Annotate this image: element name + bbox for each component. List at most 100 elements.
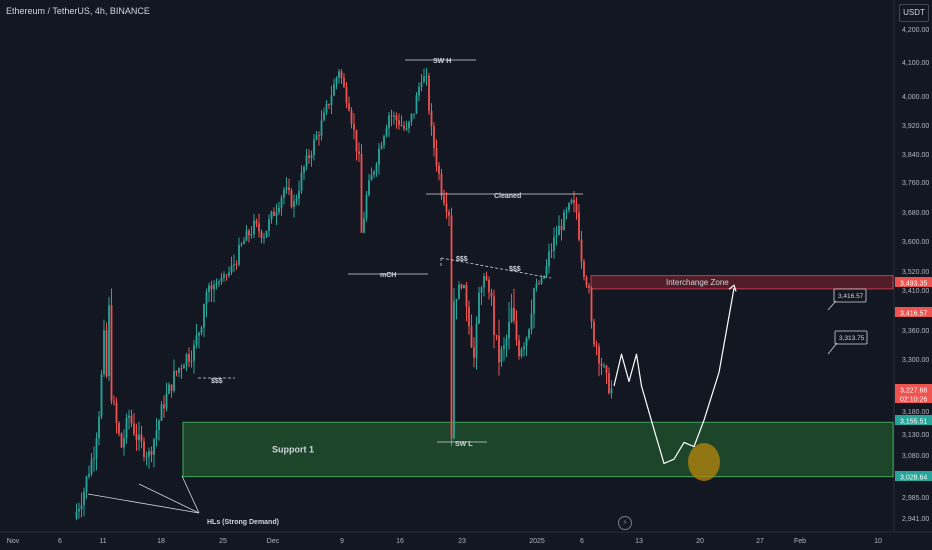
lightning-icon[interactable]: ⚡ [618, 516, 632, 530]
price-label: 3,028.64 [900, 475, 927, 482]
x-tick-label: Nov [7, 538, 20, 545]
candle [308, 155, 310, 159]
candle [283, 189, 285, 198]
candle [305, 155, 308, 167]
callout-text: 3,313.75 [839, 335, 865, 342]
x-tick-label: 16 [396, 538, 404, 545]
candle [353, 123, 355, 130]
candle [88, 474, 90, 477]
candle [580, 239, 583, 262]
candle [508, 321, 510, 339]
candle [400, 124, 403, 126]
candle [438, 165, 440, 174]
candle [145, 456, 148, 458]
candle [328, 103, 330, 106]
candle [390, 115, 393, 117]
y-tick-label: 3,520.00 [902, 269, 929, 276]
candle [170, 384, 173, 391]
mch-label: mCH [380, 272, 396, 279]
target-circle [688, 443, 720, 481]
candle [498, 335, 500, 363]
candle [243, 240, 245, 244]
candle [318, 135, 320, 137]
candle [588, 285, 590, 289]
candle [348, 103, 350, 111]
candle [238, 244, 240, 265]
x-tick-label: 13 [635, 538, 643, 545]
candle [75, 511, 78, 519]
candle [408, 121, 410, 129]
candle [228, 272, 230, 276]
candle [95, 438, 98, 459]
candle [200, 327, 203, 333]
candle [173, 371, 175, 391]
candle [568, 203, 570, 211]
x-tick-label: Dec [267, 538, 280, 545]
candle [315, 135, 318, 140]
candle [98, 416, 100, 439]
candle [263, 237, 265, 239]
candle [590, 288, 593, 322]
candle [255, 220, 258, 224]
candles-group [75, 67, 613, 521]
candle [398, 120, 400, 125]
hls-label: HLs (Strong Demand) [207, 519, 279, 526]
y-tick-label: 2,941.00 [902, 516, 929, 523]
hl-line-3 [181, 475, 200, 514]
candle [85, 476, 88, 492]
candle [448, 211, 450, 216]
candle [295, 198, 298, 202]
candle [103, 330, 105, 374]
candle [425, 76, 428, 78]
candle [100, 373, 103, 417]
y-tick-label: 3,300.00 [902, 357, 929, 364]
swh-label: SW H [433, 58, 451, 65]
candle [135, 434, 138, 440]
candle [600, 363, 603, 367]
candle [290, 190, 293, 207]
candle [535, 283, 538, 289]
candle [583, 261, 585, 278]
candle [538, 283, 540, 285]
x-tick-label: 2025 [529, 538, 545, 545]
candle [208, 285, 210, 292]
candle [345, 87, 348, 104]
x-tick-label: 18 [157, 538, 165, 545]
callout-box [833, 288, 867, 303]
candle [435, 147, 438, 166]
candle [518, 340, 520, 357]
candle [360, 154, 363, 233]
candle [325, 103, 328, 113]
y-tick-label: 4,200.00 [902, 27, 929, 34]
candle [185, 354, 188, 366]
candle [118, 422, 120, 434]
candle [503, 345, 505, 350]
candle [368, 180, 370, 196]
candle [388, 115, 390, 129]
callout-pointer [827, 300, 837, 311]
candle [385, 128, 388, 137]
candle [350, 110, 353, 124]
candle [465, 284, 468, 307]
candle [593, 321, 595, 345]
candle [523, 346, 525, 350]
candle [468, 306, 470, 327]
candle [165, 393, 168, 409]
candle [163, 404, 165, 409]
candle [78, 509, 80, 512]
candle [378, 148, 380, 165]
price-label-bg [895, 393, 932, 403]
candle [413, 113, 415, 115]
swl-label: SW L [455, 441, 473, 448]
x-tick-label: 25 [219, 538, 227, 545]
y-tick-label: 3,840.00 [902, 152, 929, 159]
candle [595, 344, 598, 347]
currency-button[interactable]: USDT [899, 4, 929, 22]
price-label: 3,416.57 [900, 311, 927, 318]
candle [393, 115, 395, 117]
candle [338, 71, 340, 78]
callout-box [834, 330, 868, 345]
candle [573, 200, 575, 204]
candle [303, 166, 305, 173]
